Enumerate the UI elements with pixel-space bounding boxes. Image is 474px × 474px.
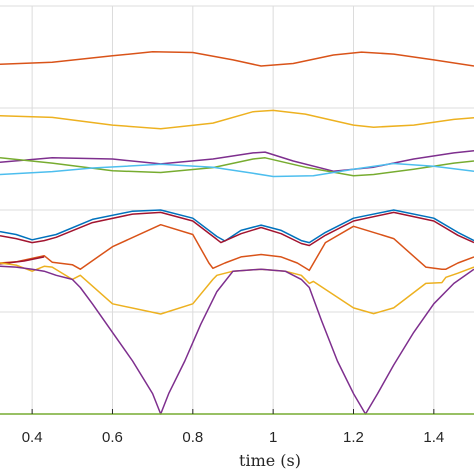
x-tick-label: 1.4 <box>423 429 444 446</box>
x-tick-label: 1.2 <box>343 429 364 446</box>
x-tick-label: 0.6 <box>102 429 123 446</box>
series-lines <box>0 50 474 415</box>
series-line-8 <box>0 223 474 272</box>
series-line-1 <box>0 50 474 67</box>
x-axis-label: time (s) <box>239 451 301 470</box>
grid <box>0 5 474 414</box>
series-line-11 <box>0 265 474 415</box>
x-axis-ticks: 0.4 0.6 0.8 1 1.2 1.4 <box>22 409 444 446</box>
series-line-4 <box>0 157 474 177</box>
series-line-7 <box>0 211 474 247</box>
series-line-5 <box>0 162 474 178</box>
series-line-6 <box>0 209 474 244</box>
series-line-3 <box>0 150 474 172</box>
x-tick-label: 1 <box>269 429 277 446</box>
x-tick-label: 0.4 <box>22 429 43 446</box>
series-line-2 <box>0 109 474 130</box>
series-line-9 <box>0 256 45 265</box>
x-tick-label: 0.8 <box>182 429 203 446</box>
